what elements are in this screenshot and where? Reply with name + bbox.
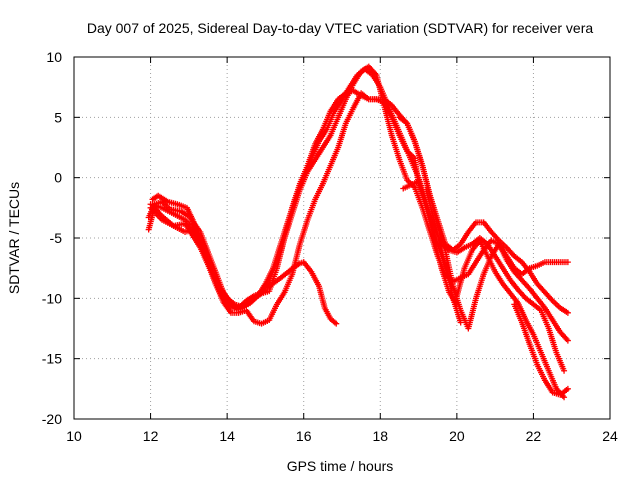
- y-axis-label: SDTVAR / TECUs: [6, 182, 22, 294]
- x-tick-label: 10: [66, 428, 82, 444]
- series-track-9: [511, 301, 571, 398]
- data-point: [561, 394, 568, 401]
- x-tick-label: 18: [372, 428, 388, 444]
- data-point: [453, 301, 460, 308]
- data-marks: [145, 63, 571, 401]
- x-tick-label: 22: [526, 428, 542, 444]
- data-point: [333, 320, 340, 327]
- y-tick-label: 0: [54, 170, 62, 186]
- x-tick-label: 16: [296, 428, 312, 444]
- plot-frame: [73, 56, 611, 420]
- y-tick-label: 5: [54, 109, 62, 125]
- data-point: [564, 309, 571, 316]
- y-tick-label: -15: [42, 351, 62, 367]
- x-tick-label: 12: [143, 428, 159, 444]
- data-point: [561, 367, 568, 374]
- y-tick-label: -5: [50, 230, 63, 246]
- x-axis-label: GPS time / hours: [287, 458, 394, 474]
- axis-ticks: 10 12 14 16 18 20 22 24 -20 -15 -10 -5 0 5 10: [42, 49, 618, 444]
- x-tick-label: 14: [219, 428, 235, 444]
- data-point: [564, 259, 571, 266]
- x-tick-label: 24: [602, 428, 618, 444]
- data-point: [457, 319, 464, 326]
- chart-title: Day 007 of 2025, Sidereal Day-to-day VTE…: [87, 20, 593, 36]
- grid: [74, 57, 610, 419]
- data-point: [564, 385, 571, 392]
- series-track-8: [400, 178, 460, 308]
- y-tick-label: -10: [42, 290, 62, 306]
- y-tick-label: -20: [42, 411, 62, 427]
- data-point: [564, 337, 571, 344]
- x-tick-label: 20: [449, 428, 465, 444]
- y-tick-label: 10: [46, 49, 62, 65]
